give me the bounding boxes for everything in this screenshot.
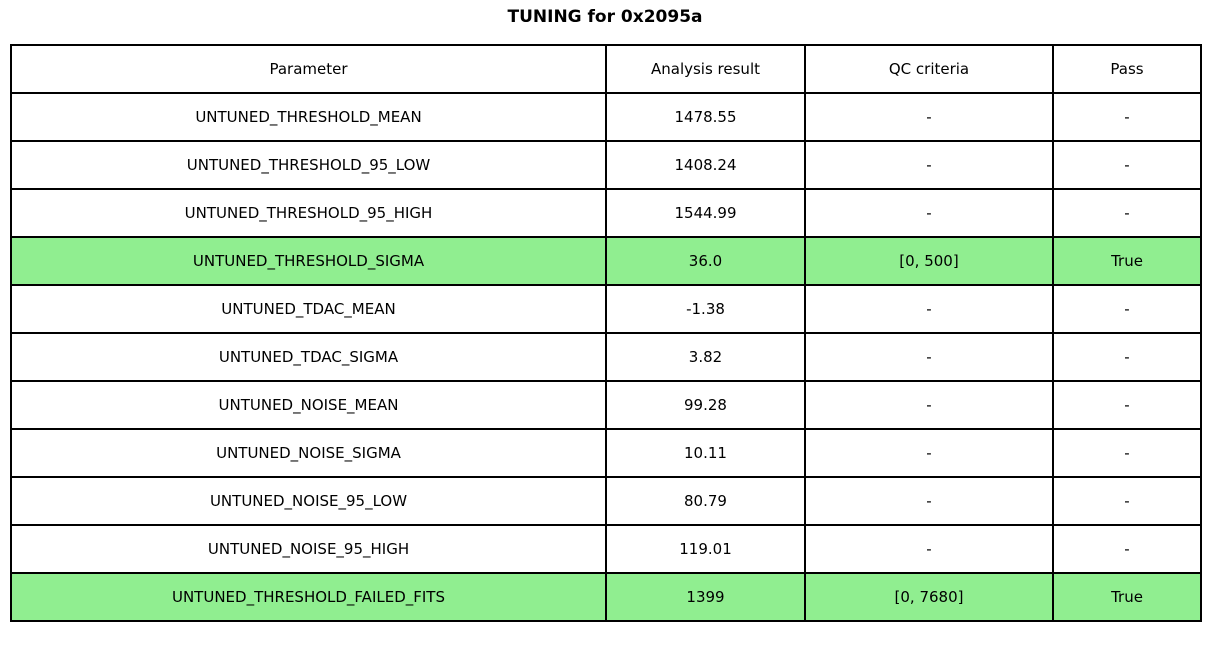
cell-qc-criteria: -: [804, 140, 1054, 190]
cell-qc-criteria: [0, 7680]: [804, 572, 1054, 622]
table-row: UNTUNED_THRESHOLD_SIGMA 36.0 [0, 500] True: [10, 236, 1202, 286]
cell-qc-criteria: -: [804, 428, 1054, 478]
cell-analysis-result: -1.38: [605, 284, 806, 334]
cell-qc-criteria: -: [804, 188, 1054, 238]
cell-analysis-result: 119.01: [605, 524, 806, 574]
cell-parameter: UNTUNED_TDAC_MEAN: [10, 284, 607, 334]
cell-pass: -: [1052, 140, 1202, 190]
table-row: UNTUNED_THRESHOLD_95_LOW 1408.24- -: [10, 140, 1202, 190]
cell-pass: -: [1052, 332, 1202, 382]
col-header-analysis-result: Analysis result: [605, 44, 806, 94]
cell-parameter: UNTUNED_THRESHOLD_SIGMA: [10, 236, 607, 286]
cell-parameter: UNTUNED_NOISE_95_LOW: [10, 476, 607, 526]
cell-pass: -: [1052, 428, 1202, 478]
col-header-pass: Pass: [1052, 44, 1202, 94]
table-row: UNTUNED_THRESHOLD_FAILED_FITS 1399 [0, 768…: [10, 572, 1202, 622]
cell-qc-criteria: -: [804, 380, 1054, 430]
table-row: UNTUNED_NOISE_MEAN 99.28- -: [10, 380, 1202, 430]
table-row: UNTUNED_NOISE_SIGMA 10.11- -: [10, 428, 1202, 478]
cell-analysis-result: 3.82: [605, 332, 806, 382]
figure-title: TUNING for 0x2095a: [507, 7, 703, 27]
cell-parameter: UNTUNED_NOISE_SIGMA: [10, 428, 607, 478]
table-row: UNTUNED_NOISE_95_LOW 80.79- -: [10, 476, 1202, 526]
tuning-table: Parameter Analysis result QC criteria Pa…: [10, 44, 1202, 622]
table-row: UNTUNED_THRESHOLD_MEAN 1478.55- -: [10, 92, 1202, 142]
col-header-qc-criteria: QC criteria: [804, 44, 1054, 94]
cell-parameter: UNTUNED_TDAC_SIGMA: [10, 332, 607, 382]
cell-pass: -: [1052, 476, 1202, 526]
table-row: UNTUNED_THRESHOLD_95_HIGH 1544.99- -: [10, 188, 1202, 238]
table-row: UNTUNED_TDAC_MEAN -1.38- -: [10, 284, 1202, 334]
cell-analysis-result: 1408.24: [605, 140, 806, 190]
cell-pass: -: [1052, 524, 1202, 574]
cell-parameter: UNTUNED_THRESHOLD_MEAN: [10, 92, 607, 142]
cell-qc-criteria: -: [804, 92, 1054, 142]
cell-analysis-result: 10.11: [605, 428, 806, 478]
cell-analysis-result: 80.79: [605, 476, 806, 526]
cell-qc-criteria: -: [804, 284, 1054, 334]
cell-pass: True: [1052, 236, 1202, 286]
table-row: UNTUNED_TDAC_SIGMA 3.82- -: [10, 332, 1202, 382]
cell-qc-criteria: -: [804, 332, 1054, 382]
cell-pass: True: [1052, 572, 1202, 622]
cell-parameter: UNTUNED_NOISE_95_HIGH: [10, 524, 607, 574]
cell-analysis-result: 36.0: [605, 236, 806, 286]
cell-pass: -: [1052, 380, 1202, 430]
cell-analysis-result: 1399: [605, 572, 806, 622]
cell-parameter: UNTUNED_NOISE_MEAN: [10, 380, 607, 430]
cell-analysis-result: 1544.99: [605, 188, 806, 238]
cell-parameter: UNTUNED_THRESHOLD_95_LOW: [10, 140, 607, 190]
cell-pass: -: [1052, 92, 1202, 142]
cell-analysis-result: 99.28: [605, 380, 806, 430]
cell-parameter: UNTUNED_THRESHOLD_95_HIGH: [10, 188, 607, 238]
cell-pass: -: [1052, 284, 1202, 334]
cell-qc-criteria: -: [804, 524, 1054, 574]
cell-pass: -: [1052, 188, 1202, 238]
cell-qc-criteria: [0, 500]: [804, 236, 1054, 286]
cell-parameter: UNTUNED_THRESHOLD_FAILED_FITS: [10, 572, 607, 622]
col-header-parameter: Parameter: [10, 44, 607, 94]
cell-analysis-result: 1478.55: [605, 92, 806, 142]
header-row: Parameter Analysis result QC criteria Pa…: [10, 44, 1202, 94]
cell-qc-criteria: -: [804, 476, 1054, 526]
table-row: UNTUNED_NOISE_95_HIGH 119.01- -: [10, 524, 1202, 574]
